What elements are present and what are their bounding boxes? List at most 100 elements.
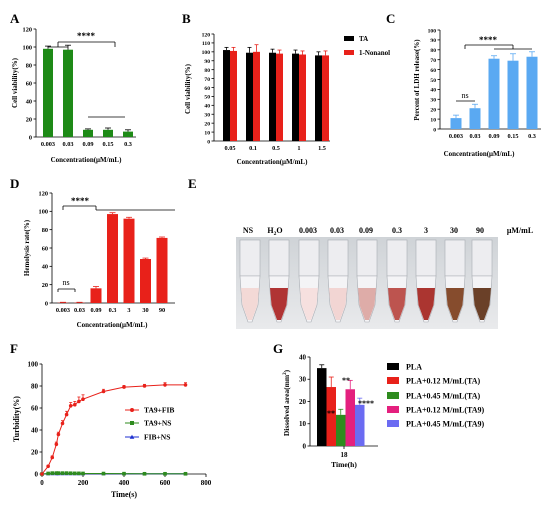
y-axis-label-rest: ) (282, 369, 291, 372)
x-tick-label: 18 (341, 451, 349, 459)
legend-swatch (387, 377, 399, 384)
data-point (56, 471, 61, 475)
tube-cap (327, 239, 349, 277)
legend-label: FIB+NS (144, 433, 170, 442)
bar (299, 54, 306, 142)
y-tick-label: 20 (299, 398, 307, 406)
x-tick-label: 0 (40, 479, 44, 487)
legend-label: PLA+0.12 M/mL(TA) (406, 377, 481, 386)
legend-marker (130, 408, 134, 412)
data-point (73, 471, 77, 476)
y-tick-label: 40 (204, 104, 210, 110)
y-tick-label: 60 (42, 245, 48, 252)
legend-swatch (344, 36, 354, 41)
y-tick-label: 40 (31, 426, 39, 434)
bar (83, 129, 93, 137)
bar (123, 218, 135, 303)
y-tick-label: 40 (430, 88, 436, 94)
series-line (41, 384, 186, 475)
y-tick-label: 10 (299, 420, 307, 428)
tube-cap (444, 239, 466, 277)
bar (317, 368, 327, 446)
y-axis-label-superscript: 2 (283, 372, 288, 375)
data-point (142, 471, 147, 476)
y-tick-label: 110 (202, 41, 210, 47)
y-tick-label: 30 (204, 113, 210, 119)
y-tick-label: 80 (26, 62, 32, 69)
bar (276, 53, 283, 141)
significance-label: * (320, 375, 324, 384)
panel-e: NS H2O 0.003 0.03 0.09 0.3 3 30 90 μM/mL (236, 226, 533, 329)
x-axis-label: Time(s) (111, 490, 137, 499)
data-point (56, 432, 61, 437)
data-point (122, 471, 126, 476)
bar (107, 214, 118, 303)
tube-cap (298, 239, 320, 277)
y-tick-label: 40 (26, 98, 32, 105)
panel-c: 0 10 20 30 40 50 60 70 80 90 100 0.003 0.03 0.09 0.15 0… (413, 28, 541, 158)
bar (90, 288, 102, 303)
tube-label: 0.3 (392, 226, 402, 235)
x-axis-label: Time(h) (331, 460, 357, 469)
x-tick-label: 0.03 (74, 307, 85, 314)
tube-label: 30 (450, 226, 458, 235)
y-tick-label: 90 (204, 59, 210, 65)
x-tick-label: 0.03 (469, 133, 480, 140)
tube-label: 0.03 (330, 226, 344, 235)
data-point (81, 397, 85, 402)
y-axis-label: Cell viability(%) (184, 63, 192, 114)
bar (322, 55, 329, 141)
data-point (60, 421, 65, 426)
significance-label: ** (342, 376, 350, 385)
bar (253, 51, 260, 142)
y-tick-label: 120 (202, 32, 211, 38)
unit-label: μM/mL (507, 226, 533, 235)
bar (230, 50, 237, 141)
x-tick-label: 30 (142, 307, 148, 314)
bar (507, 60, 519, 129)
data-point (163, 383, 167, 387)
legend-label: TA9+FIB (144, 406, 174, 415)
x-axis-label: Concentration(μM/mL) (77, 321, 149, 329)
y-tick-label: 40 (299, 353, 307, 361)
panel-d: 0 20 40 60 80 100 120 0.003 0.03 0.09 0.3 3 30 90 Conc… (23, 190, 175, 329)
legend-label: PLA+0.12 M/mL(TA9) (406, 406, 485, 415)
y-tick-label: 50 (204, 95, 210, 101)
y-tick-label: 0 (45, 300, 48, 307)
y-tick-label: 100 (39, 209, 48, 216)
data-point (122, 385, 126, 389)
y-tick-label: 30 (430, 98, 436, 104)
x-tick-label: 3 (127, 307, 130, 314)
y-tick-label: 20 (31, 448, 39, 456)
data-point (64, 471, 69, 475)
tube-label: 0.09 (359, 226, 373, 235)
panel-letter: D (10, 176, 19, 191)
bar (315, 55, 322, 141)
data-point (50, 455, 55, 460)
legend-swatch (387, 406, 399, 413)
y-tick-label: 80 (430, 48, 436, 54)
x-tick-label: 800 (201, 479, 212, 487)
tube-liquid (473, 288, 491, 320)
bar (123, 131, 133, 137)
bar (292, 53, 299, 141)
tube-liquid (300, 288, 318, 320)
x-tick-label: 400 (119, 479, 130, 487)
data-point (142, 384, 147, 388)
x-tick-label: 0.15 (507, 133, 518, 140)
data-point (73, 402, 77, 407)
legend-swatch (387, 363, 399, 370)
bar (246, 52, 253, 141)
tube-label: 3 (424, 226, 428, 235)
data-point (81, 471, 85, 476)
panel-b: 0 10 20 30 40 50 60 70 80 90 100 110 120 0.05 0.1 0.5 1 1… (184, 32, 390, 166)
x-tick-label: 600 (160, 479, 171, 487)
tube-cap (415, 239, 437, 277)
series-line (41, 472, 186, 475)
y-axis-label: Dissolved area(mm2) (282, 369, 291, 436)
data-point (163, 471, 167, 476)
tube-liquid (417, 288, 435, 320)
x-tick-label: 0.03 (62, 141, 73, 148)
